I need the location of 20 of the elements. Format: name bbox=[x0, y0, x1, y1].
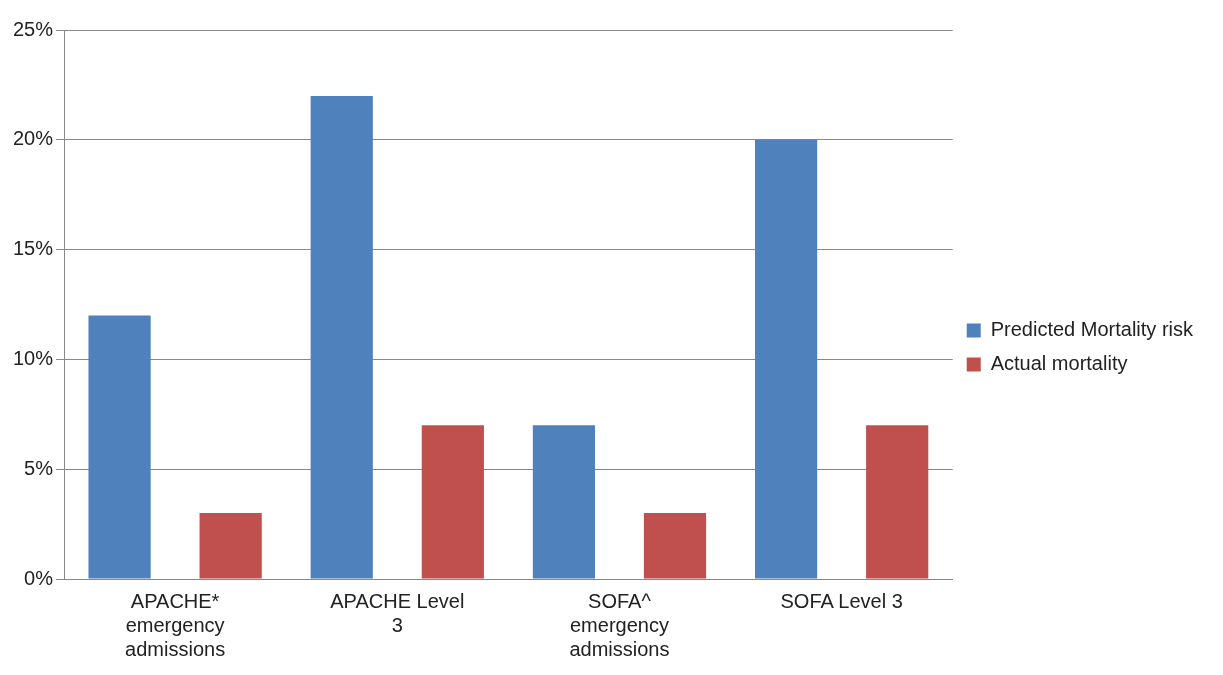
bar bbox=[532, 425, 596, 579]
legend-label: Actual mortality bbox=[990, 352, 1128, 375]
x-tick-label: APACHE* emergency admissions bbox=[125, 589, 226, 660]
x-tick-label: SOFA^ emergency admissions bbox=[569, 589, 670, 660]
bar bbox=[643, 513, 707, 579]
y-tick-label: 10% bbox=[13, 346, 54, 369]
bar bbox=[199, 513, 262, 579]
bar bbox=[754, 139, 818, 579]
legend-label: Predicted Mortality risk bbox=[990, 318, 1194, 341]
x-tick-label: SOFA Level 3 bbox=[780, 589, 903, 612]
x-tick-label: APACHE Level 3 bbox=[330, 589, 465, 636]
y-tick-label: 5% bbox=[24, 456, 54, 479]
bar bbox=[310, 95, 373, 579]
y-tick-label: 0% bbox=[24, 566, 54, 589]
bar bbox=[421, 425, 484, 579]
y-tick-label: 20% bbox=[13, 127, 54, 150]
y-tick-label: 15% bbox=[13, 237, 54, 260]
bar bbox=[88, 315, 151, 579]
bar bbox=[866, 425, 929, 579]
y-tick-label: 25% bbox=[13, 17, 54, 40]
